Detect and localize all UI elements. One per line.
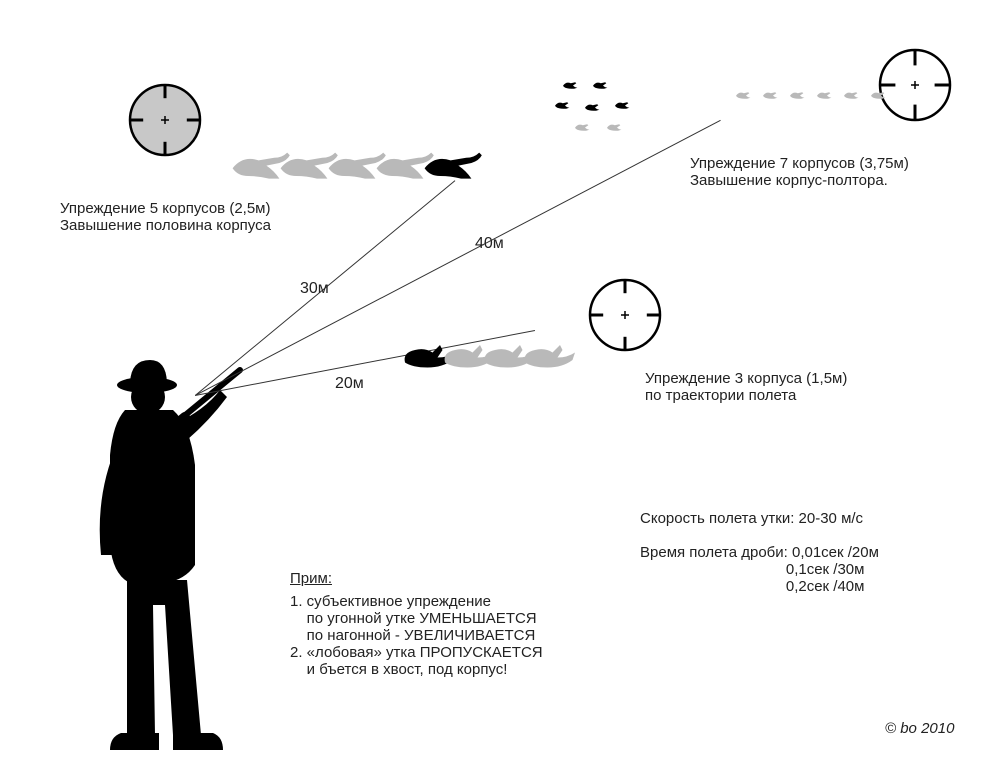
distance-label-1: 40м: [475, 235, 504, 253]
notes-body: 1. субъективное упреждение по угонной ут…: [290, 593, 543, 678]
bird-2-3: [584, 102, 601, 112]
bird-2-0: [562, 80, 579, 90]
crosshair-sight-0: [128, 83, 202, 162]
bird-3-4: [843, 90, 860, 100]
crosshair-sight-1: [878, 48, 952, 127]
bird-3-0: [735, 90, 752, 100]
bird-2-5: [574, 122, 591, 132]
bird-0-4: [422, 150, 487, 184]
bird-1-3: [520, 340, 580, 373]
caption-30m: Упреждение 5 корпусов (2,5м) Завышение п…: [60, 200, 271, 234]
crosshair-sight-2: [588, 278, 662, 357]
bird-2-1: [592, 80, 609, 90]
hunter-silhouette: [55, 355, 275, 760]
notes-title: Прим:: [290, 570, 543, 587]
notes-block: Прим: 1. субъективное упреждение по угонн…: [290, 570, 543, 678]
bird-3-2: [789, 90, 806, 100]
distance-label-0: 30м: [300, 280, 329, 298]
caption-40m: Упреждение 7 корпусов (3,75м) Завышение …: [690, 155, 909, 189]
caption-20m: Упреждение 3 корпуса (1,5м) по траектори…: [645, 370, 847, 404]
bird-2-4: [614, 100, 631, 110]
bird-3-3: [816, 90, 833, 100]
bird-2-2: [554, 100, 571, 110]
flight-data-block: Скорость полета утки: 20-30 м/с Время по…: [640, 510, 879, 595]
bird-3-5: [870, 90, 887, 100]
distance-label-2: 20м: [335, 375, 364, 393]
bird-2-6: [606, 122, 623, 132]
copyright: © bo 2010: [885, 720, 954, 737]
bird-3-1: [762, 90, 779, 100]
